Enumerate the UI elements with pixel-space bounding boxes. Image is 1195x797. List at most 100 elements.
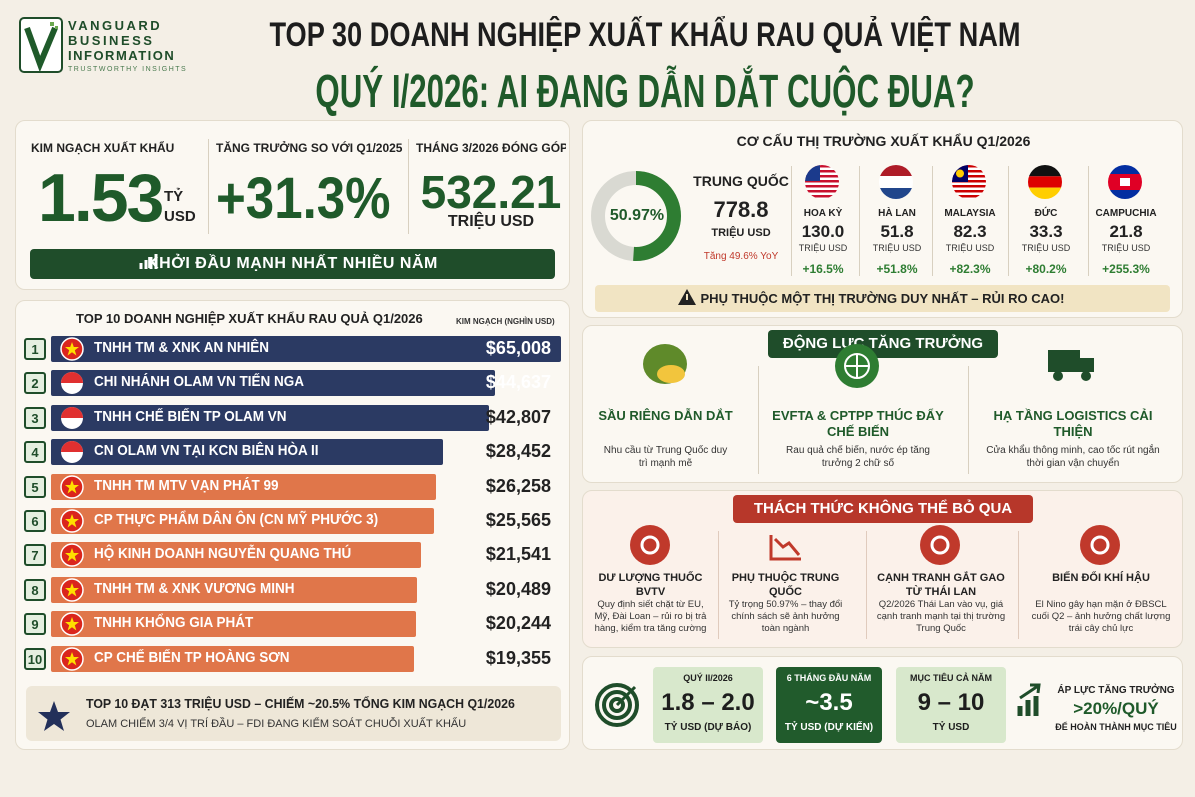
decoration xyxy=(50,22,54,26)
flag-group xyxy=(1108,165,1142,199)
bar xyxy=(51,336,561,362)
company-name: HỘ KINH DOANH NGUYỄN QUANG THÚ xyxy=(94,545,352,563)
section-pill: ĐỘNG LỰC TĂNG TRƯỞNG xyxy=(768,330,998,358)
driver-icon xyxy=(1048,350,1094,381)
company-name: TNHH CHẾ BIẾN TP OLAM VN xyxy=(94,407,287,425)
country-value: 33.3 xyxy=(1029,222,1063,241)
kpi-label: THÁNG 3/2026 ĐÓNG GÓP xyxy=(416,141,566,155)
flag xyxy=(952,165,986,199)
stripe xyxy=(805,170,839,173)
flag xyxy=(61,406,83,429)
rank-badge: 10 xyxy=(24,647,46,670)
chart-down xyxy=(769,535,801,561)
section-title: CƠ CẤU THỊ TRƯỜNG XUẤT KHẨU Q1/2026 xyxy=(736,133,1031,149)
challenge-text: Quy định siết chặt từ EU, Mỹ, Đài Loan –… xyxy=(594,599,707,634)
country-value: 82.3 xyxy=(953,222,987,241)
bar xyxy=(51,576,418,603)
divider xyxy=(208,139,209,234)
stripe xyxy=(805,165,839,168)
country-value: 130.0 xyxy=(801,222,845,241)
company-name: CP CHẾ BIẾN TP HOÀNG SƠN xyxy=(94,648,290,666)
drivers-panel: ĐỘNG LỰC TĂNG TRƯỞNG SẦU RIÊNG DẪN DẮT Nhu… xyxy=(582,325,1183,483)
divider xyxy=(718,531,719,639)
value-label: $42,807 xyxy=(485,406,551,427)
flag-red xyxy=(61,372,83,384)
flag-star xyxy=(65,651,79,666)
country-name: ĐỨC xyxy=(1034,208,1058,219)
kpi-panel: KIM NGẠCH XUẤT KHẨU TĂNG TRƯỞNG SO VỚI Q1… xyxy=(15,120,570,290)
divider xyxy=(866,531,867,639)
target-ring xyxy=(609,697,625,713)
donut-label: 50.97% xyxy=(609,207,665,224)
moon xyxy=(956,169,964,178)
outlook-label: 6 THÁNG ĐẦU NĂM xyxy=(786,673,872,683)
icon-inner xyxy=(640,535,659,555)
arrow xyxy=(615,685,637,707)
rank-badge: 8 xyxy=(24,578,46,601)
chart-icon-shape xyxy=(139,254,158,269)
country-value: 21.8 xyxy=(1109,222,1143,241)
stripe xyxy=(805,190,839,193)
unit-label: KIM NGẠCH (NGHÌN USD) xyxy=(456,317,555,326)
flag-red xyxy=(61,406,83,418)
flag xyxy=(60,543,84,568)
company-name: TNHH TM & XNK VƯƠNG MINH xyxy=(94,579,295,597)
flag xyxy=(60,612,84,636)
country-growth: +82.3% xyxy=(949,262,991,276)
title: TOP 30 DOANH NGHIỆP XUẤT KHẨU RAU QUẢ VI… xyxy=(269,16,1021,54)
band xyxy=(1028,187,1062,199)
bar xyxy=(51,404,490,431)
arrow xyxy=(1019,683,1041,700)
market-unit: TRIỆU USD xyxy=(711,227,771,239)
country-name: MALAYSIA xyxy=(944,208,996,219)
value-label: $19,355 xyxy=(485,647,551,668)
driver-title: EVFTA & CPTPP THÚC ĐẨY CHẾ BIẾN xyxy=(772,408,944,439)
challenge-title: CẠNH TRANH GẮT GAO TỪ THÁI LAN xyxy=(877,572,1005,598)
truck xyxy=(1048,350,1080,372)
challenge-title: DƯ LƯỢNG THUỐC BVTV xyxy=(598,572,703,598)
divider xyxy=(932,166,933,276)
subtitle: QUÝ I/2026: AI ĐANG DẪN DẮT CUỘC ĐUA? xyxy=(315,65,975,117)
driver-title: SẦU RIÊNG DẪN DẮT xyxy=(598,408,733,423)
value-label: $26,258 xyxy=(485,475,551,496)
driver-text: Rau quả chế biến, nước ép tăng trưởng 2 … xyxy=(786,445,930,469)
chart-icon xyxy=(139,254,158,269)
flag-star xyxy=(65,617,79,631)
meridian xyxy=(845,354,869,378)
driver-title: HẠ TẦNG LOGISTICS CẢI THIỆN xyxy=(993,408,1153,439)
flag xyxy=(60,646,84,671)
flag xyxy=(1028,165,1062,199)
pressure-label: ÁP LỰC TĂNG TRƯỞNG xyxy=(1057,685,1175,696)
company-name: CN OLAM VN TẠI KCN BIÊN HÒA II xyxy=(94,442,319,460)
flag xyxy=(805,165,839,199)
stripe xyxy=(805,175,839,178)
market-value: 778.8 xyxy=(713,197,769,222)
summary-text: TOP 10 ĐẠT 313 TRIỆU USD – CHIẾM ~20.5% … xyxy=(86,696,515,711)
company-name: CP THỰC PHẨM DÂN ÔN (CN MỸ PHƯỚC 3) xyxy=(94,511,379,528)
driver-icon xyxy=(642,344,687,384)
outlook-panel: QUÝ II/2026 1.8 – 2.0 TỶ USD (DỰ BÁO) 6 THÁ… xyxy=(582,656,1183,750)
country-unit: TRIỆU USD xyxy=(1021,243,1071,253)
flag xyxy=(1108,165,1142,199)
wheel xyxy=(1053,371,1063,381)
bar xyxy=(51,542,421,569)
rank-badge: 6 xyxy=(24,510,46,532)
outlook-box: QUÝ II/2026 1.8 – 2.0 TỶ USD (DỰ BÁO) xyxy=(653,667,763,743)
challenge-title: PHỤ THUỘC TRUNG QUỐC xyxy=(731,572,840,598)
divider xyxy=(1008,166,1009,276)
stripe xyxy=(952,165,986,168)
logo-text: INFORMATION xyxy=(68,48,176,63)
flag xyxy=(60,337,84,361)
country-growth: +80.2% xyxy=(1025,262,1067,276)
flag-star xyxy=(65,342,79,356)
rank-badge: 2 xyxy=(24,372,46,395)
challenge-icon xyxy=(1080,525,1120,565)
country-name: HÀ LAN xyxy=(878,208,916,219)
kpi-label: TĂNG TRƯỞNG SO VỚI Q1/2025 xyxy=(216,141,403,155)
band xyxy=(1108,165,1142,174)
stripe xyxy=(952,175,986,178)
band xyxy=(1108,190,1142,199)
outlook-unit: TỶ USD (DỰ BÁO) xyxy=(664,722,752,733)
stripe xyxy=(805,185,839,188)
country-name: HOA KỲ xyxy=(803,208,843,219)
